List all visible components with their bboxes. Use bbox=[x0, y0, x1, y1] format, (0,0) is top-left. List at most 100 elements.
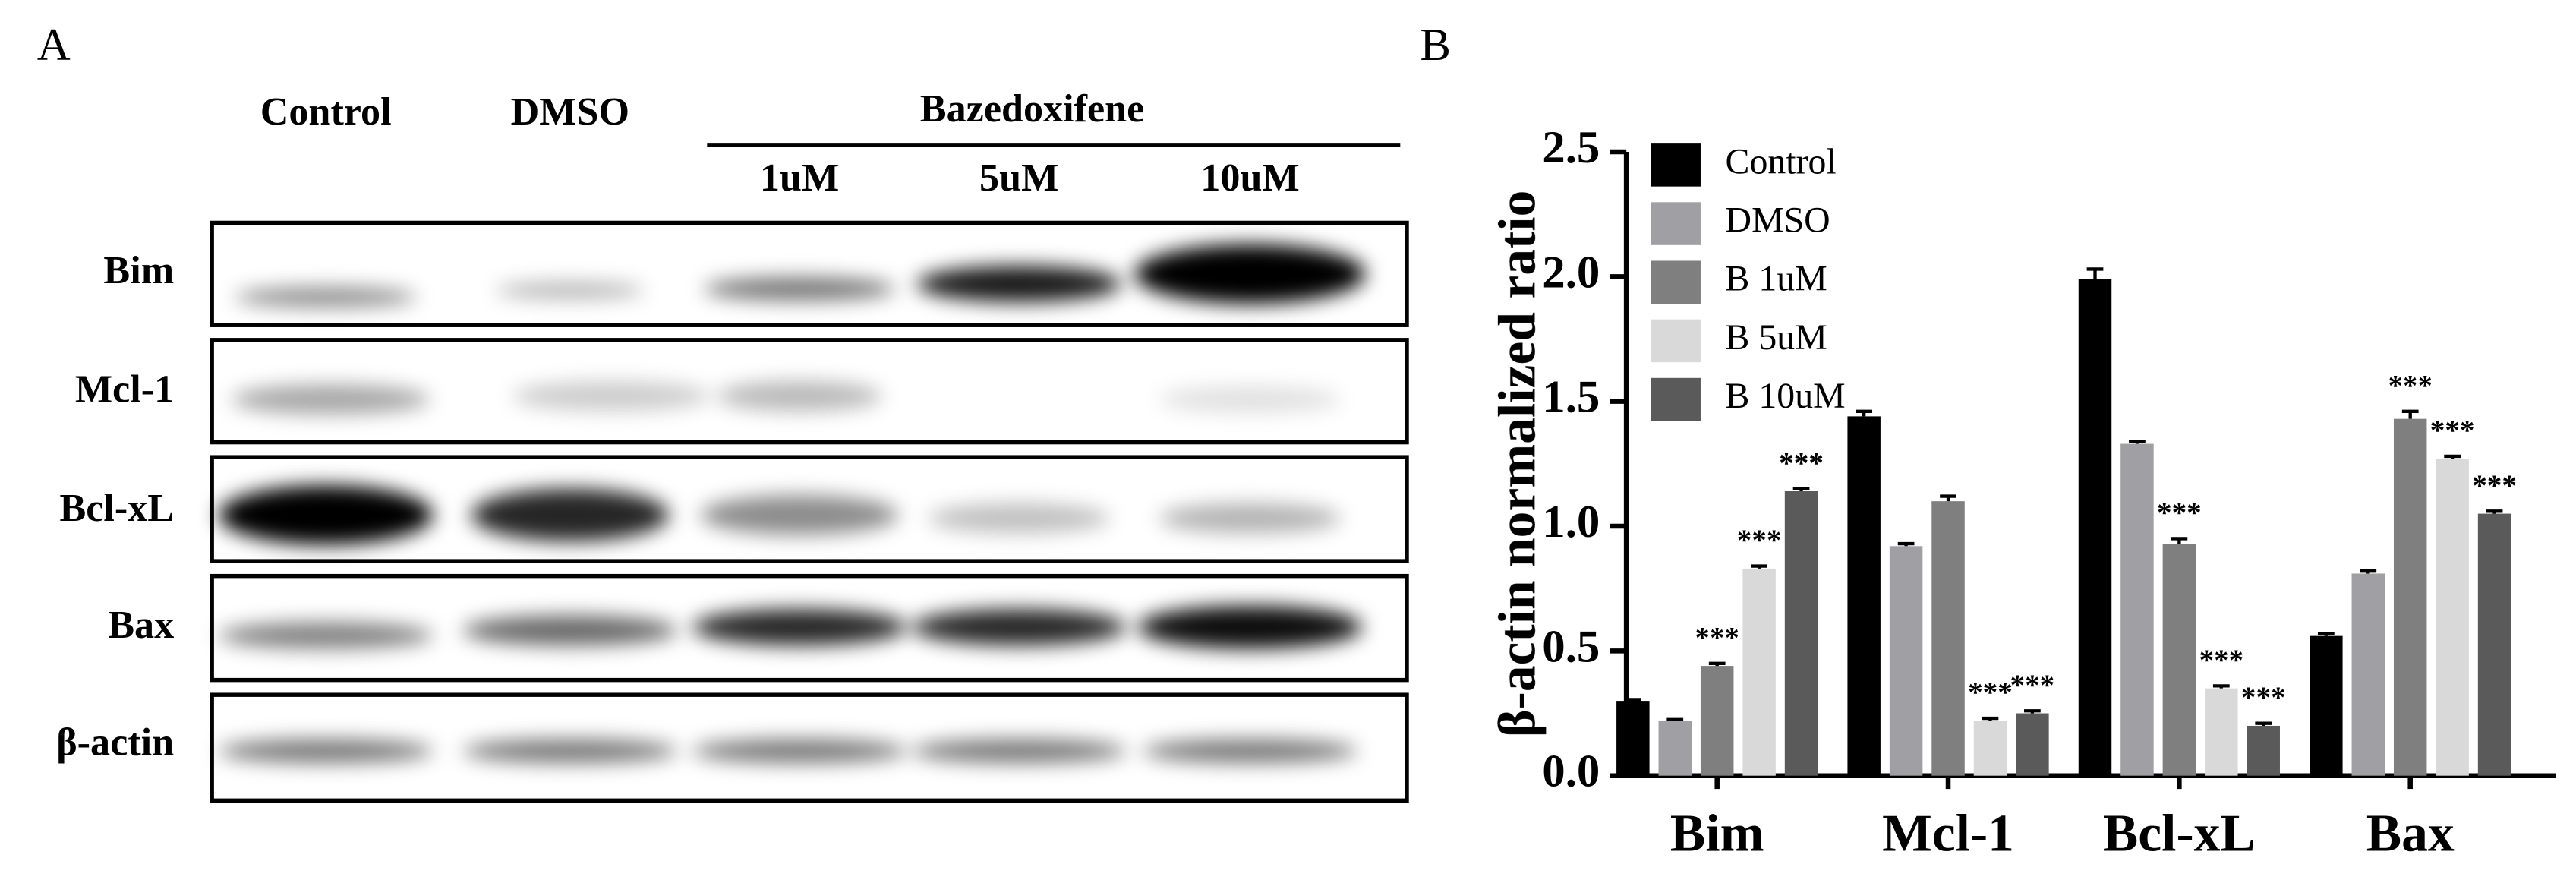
band bbox=[235, 287, 417, 307]
error-bar bbox=[2486, 509, 2503, 514]
blot-bands bbox=[218, 244, 1366, 763]
bar bbox=[1973, 721, 2007, 776]
band bbox=[1159, 503, 1342, 534]
x-tick-label: Bax bbox=[2366, 804, 2455, 863]
band bbox=[916, 265, 1121, 302]
band bbox=[471, 488, 670, 542]
y-tick-label: 0.0 bbox=[1542, 746, 1600, 797]
band bbox=[218, 739, 434, 763]
bar bbox=[1658, 721, 1692, 776]
x-tick-label: Bim bbox=[1670, 804, 1764, 863]
bar bbox=[2078, 279, 2112, 776]
error-bar bbox=[1624, 698, 1641, 702]
error-bar bbox=[2360, 569, 2377, 574]
band bbox=[1137, 605, 1363, 649]
error-bar bbox=[1792, 487, 1810, 492]
row-label: Mcl-1 bbox=[75, 367, 174, 411]
error-bar bbox=[2086, 267, 2104, 279]
significance-label: *** bbox=[1737, 524, 1782, 557]
band bbox=[496, 282, 645, 299]
panel-label: A bbox=[37, 20, 71, 71]
error-bar bbox=[1708, 661, 1726, 667]
column-label: Control bbox=[260, 90, 392, 134]
error-bar bbox=[2171, 537, 2188, 544]
y-tick-label: 1.5 bbox=[1542, 372, 1600, 423]
band bbox=[911, 739, 1127, 763]
significance-label: *** bbox=[1779, 446, 1824, 479]
error-bar bbox=[2317, 632, 2335, 636]
y-axis-label: β-actin normalized ratio bbox=[1488, 191, 1547, 737]
row-label: Bcl-xL bbox=[59, 487, 174, 530]
legend-label: Control bbox=[1726, 141, 1837, 181]
x-tick-label: Bcl-xL bbox=[2103, 804, 2256, 863]
error-bar bbox=[2212, 684, 2230, 689]
error-bar bbox=[2401, 409, 2419, 419]
x-tick-label: Mcl-1 bbox=[1882, 804, 2014, 863]
group-label: Bazedoxifene bbox=[920, 87, 1145, 131]
significance-label: *** bbox=[2430, 415, 2475, 447]
bar bbox=[2247, 725, 2280, 776]
legend-label: B 10uM bbox=[1726, 376, 1846, 416]
legend-swatch bbox=[1651, 319, 1701, 363]
band bbox=[703, 277, 896, 301]
bar bbox=[2436, 459, 2469, 776]
bar bbox=[1700, 666, 1734, 776]
blot-frame bbox=[210, 220, 1409, 327]
error-bar bbox=[2255, 721, 2272, 726]
row-label: β-actin bbox=[56, 721, 174, 765]
bar bbox=[1784, 491, 1818, 776]
band bbox=[218, 485, 434, 545]
panel-a: A Control DMSO Bazedoxifene 1uM 5uM 10uM… bbox=[37, 20, 1409, 803]
bar bbox=[1742, 568, 1776, 776]
significance-label: *** bbox=[2241, 681, 2286, 714]
y-tick-label: 0.5 bbox=[1542, 621, 1600, 672]
legend-swatch bbox=[1651, 143, 1701, 187]
error-bar bbox=[1982, 716, 1999, 721]
panel-b: B β-actin normalized ratio 0.0 0.5 1.0 1.5 2… bbox=[1420, 20, 2556, 863]
bar bbox=[2393, 418, 2427, 776]
panel-label: B bbox=[1420, 20, 1451, 71]
legend-label: B 1uM bbox=[1726, 259, 1827, 299]
column-label: 5uM bbox=[979, 156, 1058, 200]
band bbox=[232, 384, 430, 415]
band bbox=[218, 622, 434, 649]
bar bbox=[2310, 635, 2343, 776]
error-bar bbox=[2129, 440, 2146, 444]
bar bbox=[2120, 443, 2154, 776]
error-bar bbox=[2444, 454, 2461, 459]
band bbox=[1159, 386, 1342, 413]
row-label: Bax bbox=[108, 604, 174, 647]
band bbox=[1143, 739, 1357, 763]
y-tick-label: 2.0 bbox=[1542, 247, 1600, 298]
blot-frames bbox=[210, 220, 1409, 803]
band bbox=[692, 609, 907, 645]
bar bbox=[1616, 701, 1650, 776]
bar bbox=[1847, 416, 1881, 776]
blot-frame bbox=[210, 692, 1409, 803]
significance-label: *** bbox=[2010, 669, 2055, 702]
band bbox=[512, 381, 711, 412]
legend-label: DMSO bbox=[1726, 200, 1830, 241]
band bbox=[462, 739, 678, 763]
significance-label: *** bbox=[2199, 644, 2243, 676]
significance-label: *** bbox=[2472, 469, 2517, 502]
significance-label: *** bbox=[2157, 497, 2202, 529]
blot-frame bbox=[210, 573, 1409, 683]
band bbox=[462, 615, 678, 645]
y-tick-label: 1.0 bbox=[1542, 497, 1600, 547]
column-label: 10uM bbox=[1200, 156, 1299, 200]
error-bar bbox=[1856, 409, 1873, 417]
row-label: Bim bbox=[103, 249, 174, 292]
error-bar bbox=[2024, 709, 2041, 714]
blot-frame bbox=[210, 338, 1409, 445]
legend-swatch bbox=[1651, 377, 1701, 421]
error-bar bbox=[1751, 564, 1767, 569]
column-label: 1uM bbox=[760, 156, 839, 200]
band bbox=[717, 381, 882, 412]
bar bbox=[2477, 513, 2511, 776]
band bbox=[692, 739, 907, 763]
legend-label: B 5uM bbox=[1726, 317, 1827, 358]
significance-label: *** bbox=[2388, 369, 2433, 402]
